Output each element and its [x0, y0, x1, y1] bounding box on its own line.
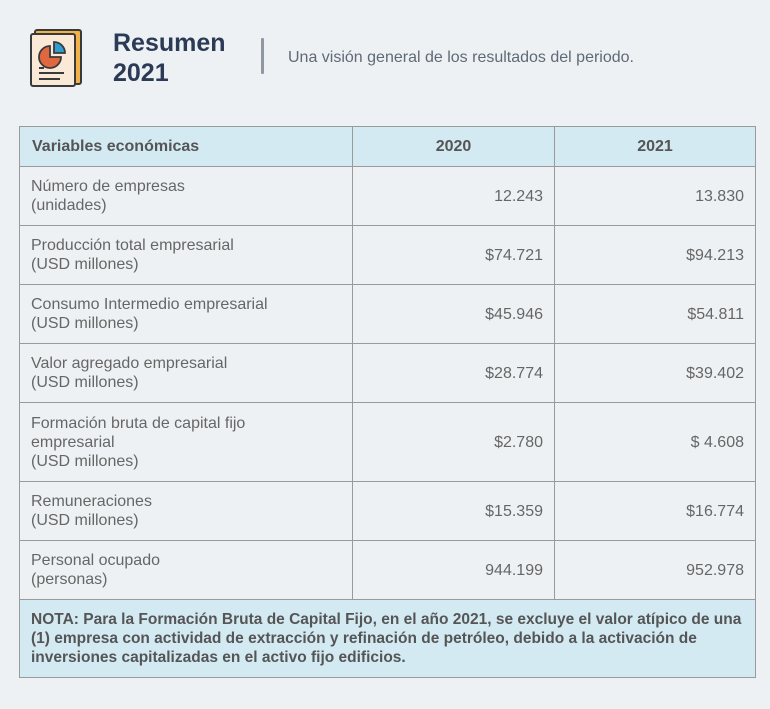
column-header-2020: 2020	[352, 126, 555, 167]
table-row: Producción total empresarial (USD millon…	[19, 225, 756, 285]
row-label: Formación bruta de capital fijo empresar…	[19, 402, 353, 482]
page-title: Resumen 2021	[113, 28, 226, 88]
report-chart-icon	[30, 29, 82, 87]
value-2020: $15.359	[352, 481, 555, 541]
table-row: Personal ocupado (personas) 944.199 952.…	[19, 540, 756, 600]
column-header-variables: Variables económicas	[19, 126, 353, 167]
value-2021: $ 4.608	[554, 402, 756, 482]
row-label-line: empresarial	[31, 433, 115, 451]
note-row: NOTA: Para la Formación Bruta de Capital…	[19, 599, 756, 678]
row-label: Número de empresas (unidades)	[19, 166, 353, 226]
column-header-2021: 2021	[554, 126, 756, 167]
row-label-line: Número de empresas	[31, 178, 185, 195]
row-label: Valor agregado empresarial (USD millones…	[19, 343, 353, 403]
row-label: Personal ocupado (personas)	[19, 540, 353, 600]
row-label-line: (unidades)	[31, 197, 107, 214]
table-header-row: Variables económicas 2020 2021	[19, 126, 756, 167]
table-row: Remuneraciones (USD millones) $15.359 $1…	[19, 481, 756, 541]
page-title-line1: Resumen	[113, 29, 226, 57]
value-2021: $54.811	[554, 284, 756, 344]
row-label-line: (USD millones)	[31, 256, 139, 273]
economic-variables-table: Variables económicas 2020 2021 Número de…	[19, 126, 756, 678]
value-2020: 944.199	[352, 540, 555, 600]
row-label-line: (USD millones)	[31, 512, 139, 529]
value-2020: 12.243	[352, 166, 555, 226]
row-label-line: Producción total empresarial	[31, 237, 234, 254]
row-label-line: Formación bruta de capital fijo	[31, 414, 246, 432]
value-2021: 952.978	[554, 540, 756, 600]
row-label-line: (personas)	[31, 571, 108, 588]
row-label-line: (USD millones)	[31, 315, 139, 332]
header-divider	[261, 38, 264, 74]
row-label: Consumo Intermedio empresarial (USD mill…	[19, 284, 353, 344]
value-2020: $28.774	[352, 343, 555, 403]
value-2021: 13.830	[554, 166, 756, 226]
row-label-line: Consumo Intermedio empresarial	[31, 296, 268, 313]
row-label-line: Personal ocupado	[31, 552, 160, 569]
row-label-line: (USD millones)	[31, 374, 139, 391]
table-note: NOTA: Para la Formación Bruta de Capital…	[19, 599, 756, 678]
page-subtitle: Una visión general de los resultados del…	[288, 49, 634, 66]
table-row: Consumo Intermedio empresarial (USD mill…	[19, 284, 756, 344]
row-label-line: (USD millones)	[31, 452, 139, 470]
table-row: Valor agregado empresarial (USD millones…	[19, 343, 756, 403]
value-2021: $16.774	[554, 481, 756, 541]
page-header: Resumen 2021 Una visión general de los r…	[30, 24, 750, 94]
row-label-line: Remuneraciones	[31, 493, 152, 510]
value-2021: $94.213	[554, 225, 756, 285]
value-2021: $39.402	[554, 343, 756, 403]
row-label: Remuneraciones (USD millones)	[19, 481, 353, 541]
value-2020: $45.946	[352, 284, 555, 344]
value-2020: $2.780	[352, 402, 555, 482]
row-label: Producción total empresarial (USD millon…	[19, 225, 353, 285]
table-row: Formación bruta de capital fijo empresar…	[19, 402, 756, 482]
table-row: Número de empresas (unidades) 12.243 13.…	[19, 166, 756, 226]
value-2020: $74.721	[352, 225, 555, 285]
page-title-line2: 2021	[113, 59, 169, 87]
row-label-line: Valor agregado empresarial	[31, 355, 228, 372]
